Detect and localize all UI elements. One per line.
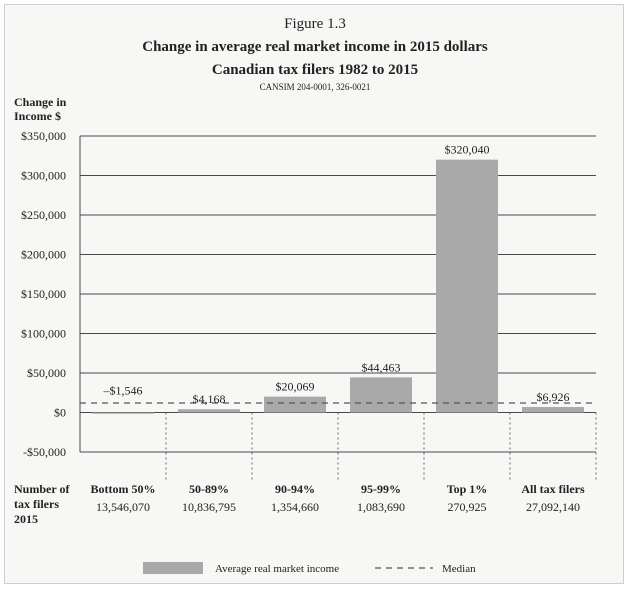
chart-title-line1: Change in average real market income in …	[142, 39, 488, 55]
category-label: Bottom 50%	[91, 482, 156, 496]
tax-filers-count: 1,354,660	[271, 500, 319, 514]
data-label: $6,926	[537, 390, 570, 404]
category-label: Top 1%	[447, 482, 488, 496]
data-label: $4,168	[193, 392, 226, 406]
category-label: 90-94%	[275, 482, 315, 496]
y-tick-label: $50,000	[27, 366, 66, 380]
bar	[350, 377, 412, 413]
y-tick-label: -$50,000	[23, 445, 66, 459]
y-tick-label: $300,000	[21, 169, 66, 183]
bar	[178, 409, 240, 413]
row-header-line1: Number of	[14, 482, 70, 496]
y-tick-labels: -$50,000 $0 $50,000 $100,000 $150,000 $200,00…	[21, 129, 66, 459]
y-tick-label: $350,000	[21, 129, 66, 143]
legend-bar-label: Average real market income	[215, 563, 339, 575]
legend: Average real market income Median	[143, 562, 476, 575]
bars	[92, 159, 584, 414]
y-axis-label-line1: Change in	[14, 95, 67, 109]
y-tick-label: $250,000	[21, 208, 66, 222]
y-tick-label: $200,000	[21, 248, 66, 262]
y-tick-label: $100,000	[21, 327, 66, 341]
data-labels: –$1,546 $4,168 $20,069 $44,463 $320,040 $6,92…	[103, 143, 570, 407]
source-note: CANSIM 204-0001, 326-0021	[260, 82, 371, 92]
bar	[92, 412, 154, 414]
tax-filers-count: 13,546,070	[96, 500, 150, 514]
y-tick-label: $150,000	[21, 287, 66, 301]
row-header-line2: tax filers	[14, 497, 59, 511]
category-labels: Bottom 50% 13,546,070 50-89% 10,836,795 90-9…	[91, 482, 585, 514]
data-label: $20,069	[276, 380, 315, 394]
gridlines	[79, 135, 597, 482]
y-tick-label: $0	[54, 406, 66, 420]
tax-filers-count: 27,092,140	[526, 500, 580, 514]
data-label: –$1,546	[103, 384, 143, 398]
category-label: 95-99%	[361, 482, 401, 496]
bar	[436, 159, 498, 413]
data-label: $44,463	[362, 360, 401, 374]
tax-filers-count: 270,925	[448, 500, 487, 514]
legend-bar-swatch	[143, 562, 203, 574]
bar	[264, 396, 326, 413]
category-label: 50-89%	[189, 482, 229, 496]
data-label: $320,040	[445, 143, 490, 157]
tax-filers-count: 1,083,690	[357, 500, 405, 514]
category-label: All tax filers	[521, 482, 585, 496]
chart-title-line2: Canadian tax filers 1982 to 2015	[212, 62, 418, 78]
tax-filers-count: 10,836,795	[182, 500, 236, 514]
row-header-line3: 2015	[14, 512, 38, 526]
legend-median-label: Median	[442, 563, 476, 575]
y-axis-label-line2: Income $	[14, 109, 61, 123]
figure-label: Figure 1.3	[284, 16, 346, 32]
bar	[522, 407, 584, 413]
